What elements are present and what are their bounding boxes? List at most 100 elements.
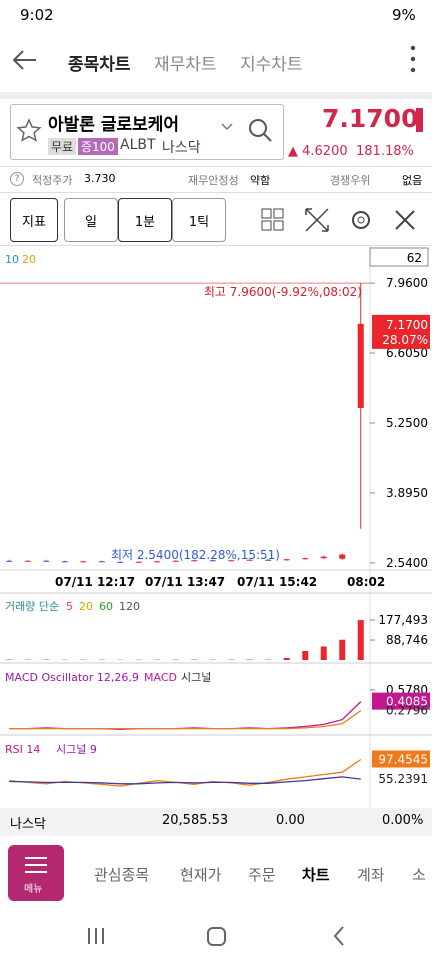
tab[interactable]: 지수차트 <box>240 55 303 75</box>
change-pct: 181.18% <box>356 144 414 159</box>
clock: 9:02 <box>20 6 54 24</box>
last-value: 0.2796 <box>386 704 428 718</box>
index-pct: 0.00% <box>382 813 424 828</box>
ma-label: 5 <box>66 600 73 613</box>
ma-label: 20 <box>22 253 36 266</box>
candle-body <box>61 561 68 563</box>
candle-body <box>6 560 13 562</box>
tab[interactable]: 재무차트 <box>154 55 217 75</box>
battery: 9% <box>392 6 416 24</box>
period-button[interactable]: 1분 <box>118 198 172 242</box>
volume-bar <box>320 646 327 660</box>
nav-item[interactable]: 현재가 <box>180 866 222 884</box>
index-value: 20,585.53 <box>162 813 229 828</box>
search-button[interactable] <box>246 116 274 144</box>
last-value: 0.4085 <box>386 695 428 709</box>
info-value: 3.730 <box>84 172 116 185</box>
help-icon[interactable]: ? <box>10 172 24 186</box>
y-tick-label: 7.9600 <box>386 276 428 290</box>
divider <box>0 92 432 99</box>
x-tick-label: 07/11 13:47 <box>145 575 225 589</box>
ma-label: 60 <box>99 600 113 613</box>
candle-body <box>154 561 161 563</box>
volume-bar <box>357 620 364 660</box>
ma-label: 120 <box>119 600 140 613</box>
y-tick-label: 2.5400 <box>386 556 428 570</box>
candle-body <box>283 559 290 561</box>
info-value: 약함 <box>250 174 271 187</box>
back-button[interactable] <box>10 48 38 72</box>
volume-bar <box>339 639 346 660</box>
more-menu[interactable] <box>408 44 418 74</box>
volume-bar <box>283 657 290 660</box>
low-note: 최저 2.5400(182.28%,15:51) <box>111 548 280 562</box>
last-value-tag <box>372 692 430 710</box>
y-tick-label: 3.8950 <box>386 486 428 500</box>
period-button[interactable]: 일 <box>64 198 118 242</box>
candle-body <box>98 561 105 563</box>
y-tick-label: 6.6050 <box>386 346 428 360</box>
legend: MACD <box>144 671 177 684</box>
nav-item[interactable]: 소 <box>412 866 426 884</box>
ticker: ALBT <box>120 137 156 153</box>
candle-body <box>246 559 253 561</box>
high-note: 최고 7.9600(-9.92%,08:02) <box>204 285 362 299</box>
chart-tools[interactable] <box>260 207 420 233</box>
nav-item[interactable]: 주문 <box>248 866 276 884</box>
period-button[interactable]: 1틱 <box>172 198 226 242</box>
nav-item[interactable]: 계좌 <box>357 866 385 884</box>
candle-body <box>228 560 235 562</box>
x-tick-label: 08:02 <box>347 575 385 589</box>
legend: 시그널 <box>181 671 211 684</box>
exchange: 나스닥 <box>162 140 201 156</box>
candle-body <box>209 560 216 562</box>
series-line <box>9 710 362 730</box>
nav-item[interactable]: 차트 <box>302 866 330 884</box>
menu-icon <box>25 857 47 873</box>
last-pct: 28.07% <box>382 333 428 347</box>
y-tick-label: 88,746 <box>386 633 428 647</box>
candle-body <box>265 559 272 561</box>
stock-search[interactable] <box>10 104 284 160</box>
nav-item[interactable]: 관심종목 <box>94 866 150 884</box>
price-bar <box>416 108 423 132</box>
candle-body <box>357 323 364 408</box>
info-label: 재무안정성 <box>188 174 239 187</box>
tab[interactable]: 종목차트 <box>68 55 131 75</box>
stock-name: 아발론 글로보케어 <box>48 115 180 135</box>
legend: 시그널 9 <box>56 743 97 756</box>
system-nav[interactable] <box>0 912 432 962</box>
last-price-tag <box>372 314 430 349</box>
candle-body <box>172 560 179 562</box>
candle-body <box>302 558 309 560</box>
panel-title: RSI 14 <box>5 743 40 756</box>
divider <box>0 192 432 193</box>
series-line <box>9 776 361 785</box>
panel-title: 거래량 단순 <box>5 600 59 613</box>
indicator-button[interactable]: 지표 <box>10 198 58 242</box>
index-change: 0.00 <box>276 813 305 828</box>
candle-body <box>320 556 327 559</box>
candle-body <box>191 560 198 562</box>
candle-body <box>135 561 142 563</box>
change: ▲ 4.6200 <box>288 144 348 159</box>
candle-body <box>339 554 346 559</box>
tag: 증100 <box>78 138 118 155</box>
dropdown[interactable] <box>220 122 234 132</box>
panel-title: MACD Oscillator 12,26,9 <box>5 671 139 684</box>
last-value-tag <box>372 750 430 768</box>
series-line <box>9 758 362 787</box>
y-tick-label: 5.2500 <box>386 416 428 430</box>
candle-body <box>117 561 124 563</box>
last-price: 7.1700 <box>386 318 428 332</box>
price: 7.1700 <box>322 104 419 133</box>
last-value: 55.2391 <box>378 772 428 786</box>
candle-body <box>43 560 50 562</box>
info-label: 경쟁우위 <box>330 174 371 187</box>
tag: 무료 <box>48 138 77 155</box>
count: 62 <box>407 251 422 265</box>
favorite-star[interactable] <box>16 118 42 144</box>
candle-body <box>24 560 31 562</box>
count-box <box>369 247 429 267</box>
